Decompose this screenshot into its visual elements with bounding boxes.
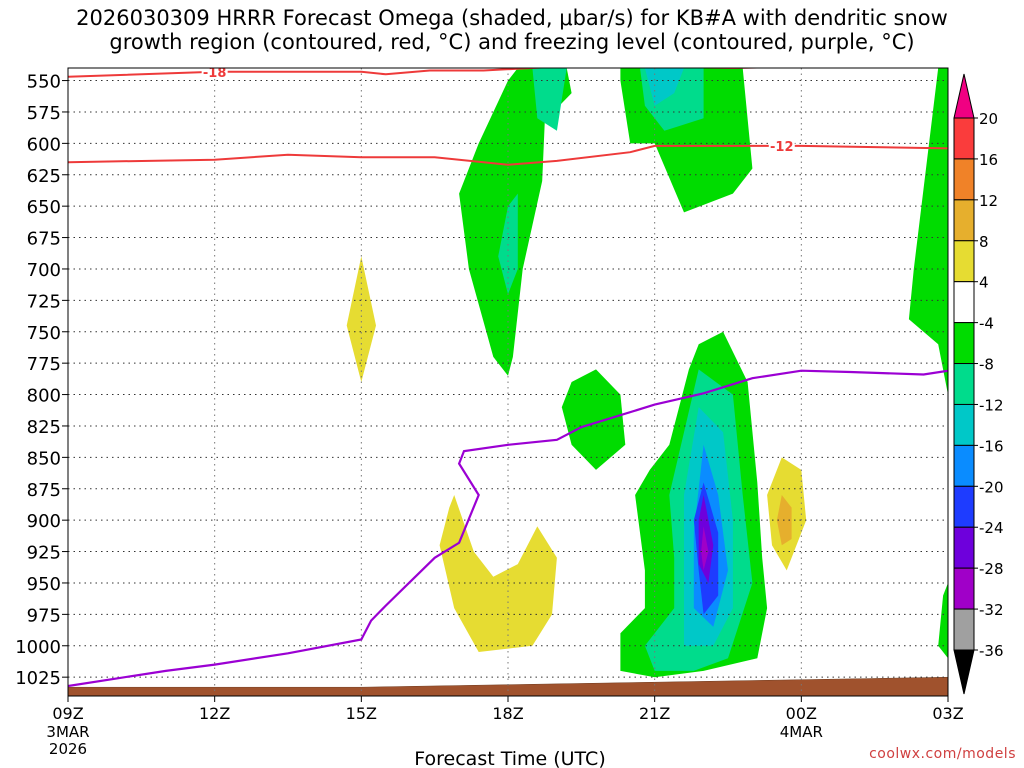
colorbar-label: -28 — [979, 560, 1004, 578]
colorbar-segment — [953, 608, 975, 651]
y-tick-label: 600 — [27, 134, 61, 155]
title-line-1: 2026030309 HRRR Forecast Omega (shaded, … — [76, 6, 948, 30]
colorbar-label: 8 — [979, 233, 989, 251]
chart-title: 2026030309 HRRR Forecast Omega (shaded, … — [0, 6, 1024, 54]
omega-region-yellow — [439, 495, 557, 652]
colorbar-label: 20 — [979, 110, 998, 128]
colorbar-label: 4 — [979, 274, 989, 292]
x-tick-label: 03Z — [932, 704, 963, 723]
watermark: coolwx.com/models — [869, 746, 1016, 762]
omega-region-green — [938, 583, 948, 659]
contour-lines: -18 -12 — [68, 66, 948, 688]
dgz-contour--18 — [68, 68, 786, 78]
terrain-fill — [68, 676, 948, 696]
colorbar-segment — [953, 567, 975, 610]
omega-region-yellow — [346, 256, 376, 382]
y-tick-label: 1025 — [15, 668, 61, 689]
dgz-contour--12 — [68, 144, 948, 166]
colorbar-segment — [953, 281, 975, 324]
y-tick-label: 650 — [27, 197, 61, 218]
colorbar-label: -16 — [979, 437, 1004, 455]
title-line-2: growth region (contoured, red, °C) and f… — [109, 30, 915, 54]
y-tick-label: 875 — [27, 480, 61, 501]
colorbar-segment — [953, 363, 975, 405]
colorbar-segment — [953, 199, 975, 242]
dgz-label-bg — [201, 68, 228, 79]
x-tick-date: 3MAR — [46, 723, 89, 741]
y-tick-label: 800 — [27, 386, 61, 407]
y-tick-label: 925 — [27, 543, 61, 564]
x-tick-year: 2026 — [49, 740, 87, 758]
colorbar-segment — [953, 444, 975, 487]
colorbar-segment — [953, 158, 975, 201]
y-tick-label: 850 — [27, 448, 61, 469]
x-tick-date: 4MAR — [780, 723, 823, 741]
colorbar-top-arrow — [953, 73, 975, 119]
colorbar-label: -8 — [979, 356, 994, 374]
omega-region-green — [459, 68, 548, 376]
colorbar-segment — [953, 403, 975, 446]
x-tick-label: 18Z — [492, 704, 523, 723]
omega-region-green — [561, 369, 626, 470]
y-tick-label: 775 — [27, 354, 61, 375]
dotted-grid — [68, 68, 948, 696]
colorbar-bottom-arrow — [953, 649, 975, 695]
x-tick-label: 15Z — [346, 704, 377, 723]
y-tick-label: 675 — [27, 229, 61, 250]
omega-region-green — [908, 68, 948, 395]
colorbar-label: -12 — [979, 396, 1004, 414]
y-axis: 550 575 600 625 650 675 700 725 750 775 800 825 850 8… — [15, 72, 68, 689]
y-tick-label: 700 — [27, 260, 61, 281]
y-tick-label: 950 — [27, 574, 61, 595]
x-tick-label: 00Z — [786, 704, 817, 723]
colorbar-legend: 20 16 12 8 4 -4 -8 -12 -16 -20 -24 -28 -32 -36 — [953, 73, 1004, 695]
colorbar-label: -32 — [979, 601, 1004, 619]
y-tick-label: 1000 — [15, 637, 61, 658]
x-axis-label: Forecast Time (UTC) — [414, 748, 605, 768]
colorbar-segment — [953, 240, 975, 283]
omega-region-mint — [532, 68, 567, 131]
y-tick-label: 900 — [27, 511, 61, 532]
y-tick-label: 575 — [27, 103, 61, 124]
y-tick-label: 625 — [27, 166, 61, 187]
y-tick-label: 550 — [27, 72, 61, 93]
y-tick-label: 750 — [27, 323, 61, 344]
freezing-level-line — [68, 369, 948, 688]
colorbar-label: 12 — [979, 192, 998, 210]
colorbar-segment — [953, 485, 975, 528]
colorbar-label: -24 — [979, 519, 1004, 537]
y-tick-label: 975 — [27, 605, 61, 626]
terrain-layer — [68, 676, 948, 696]
colorbar-segment — [953, 117, 975, 160]
dgz-contour-label: -18 — [203, 66, 227, 81]
x-tick-label: 09Z — [52, 704, 83, 723]
colorbar-label: 16 — [979, 151, 998, 169]
y-tick-label: 725 — [27, 291, 61, 312]
colorbar-segment — [953, 322, 975, 365]
dgz-contour-label: -12 — [770, 140, 794, 155]
omega-region-purple — [701, 526, 709, 571]
omega-shaded-regions — [346, 68, 948, 678]
colorbar-label: -36 — [979, 642, 1004, 660]
y-tick-label: 825 — [27, 417, 61, 438]
colorbar-segment — [953, 526, 975, 569]
x-tick-label: 12Z — [199, 704, 230, 723]
colorbar-label: -20 — [979, 478, 1004, 496]
x-tick-label: 21Z — [639, 704, 670, 723]
dgz-label-bg — [768, 138, 795, 153]
colorbar-label: -4 — [979, 315, 994, 333]
